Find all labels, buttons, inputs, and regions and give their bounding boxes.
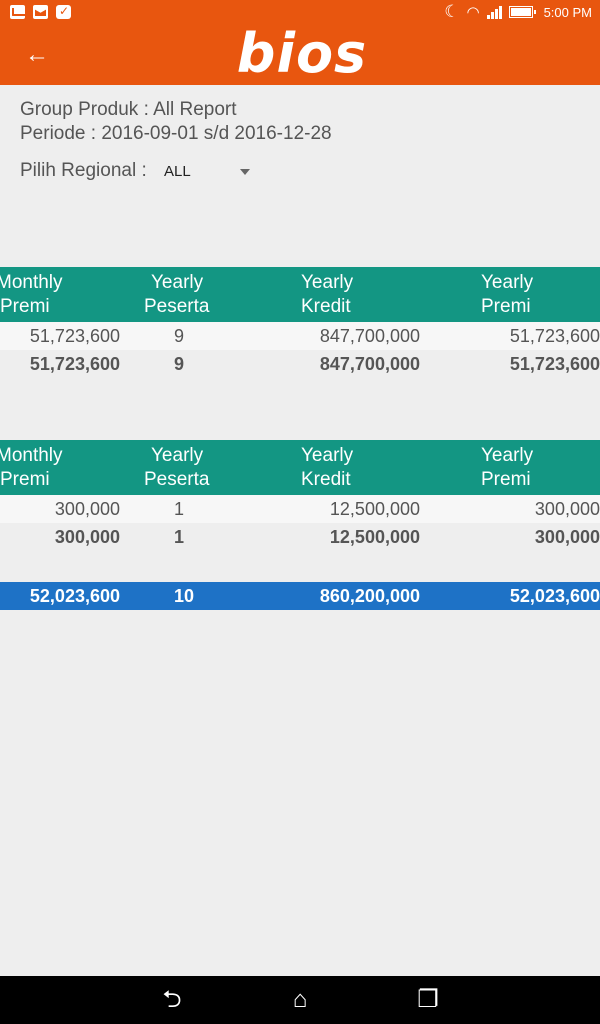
report-table-2: Monthly Premi Yearly Peserta Yearly Kredit … bbox=[0, 440, 600, 495]
gmail-icon bbox=[33, 5, 48, 19]
table-row: 300,000 1 12,500,000 300,000 bbox=[0, 495, 600, 523]
header-yearly-peserta: Yearly Peserta bbox=[144, 272, 210, 317]
subtotal-yearly-premi: 51,723,600 bbox=[509, 354, 600, 374]
moon-icon: ☾ bbox=[444, 2, 460, 21]
status-bar: ☾ ◠ 5:00 PM bbox=[0, 0, 600, 26]
header-yearly-kredit: Yearly Kredit bbox=[301, 445, 354, 490]
arrow-left-icon[interactable]: ← bbox=[25, 41, 49, 68]
subtotal-yearly-kredit: 12,500,000 bbox=[329, 527, 420, 547]
header-yearly-premi: Yearly Premi bbox=[481, 272, 534, 317]
wifi-icon: ◠ bbox=[466, 4, 480, 21]
battery-icon bbox=[508, 6, 536, 18]
subtotal-monthly-premi: 51,723,600 bbox=[29, 354, 120, 374]
subtotal-row: 300,000 1 12,500,000 300,000 bbox=[0, 523, 600, 551]
table-header: Monthly Premi Yearly Peserta Yearly Kredit … bbox=[0, 440, 600, 495]
subtotal-yearly-premi: 300,000 bbox=[534, 527, 600, 547]
regional-label: Pilih Regional : bbox=[20, 160, 147, 181]
cell-yearly-premi: 51,723,600 bbox=[509, 326, 600, 346]
periode-label: Periode : 2016-09-01 s/d 2016-12-28 bbox=[20, 123, 332, 144]
dropdown-caret-icon bbox=[240, 169, 250, 175]
cell-monthly-premi: 51,723,600 bbox=[29, 326, 120, 346]
cell-yearly-kredit: 847,700,000 bbox=[319, 326, 420, 346]
status-time: 5:00 PM bbox=[543, 4, 592, 20]
total-monthly-premi: 52,023,600 bbox=[29, 586, 120, 606]
total-yearly-peserta: 10 bbox=[174, 586, 195, 606]
home-icon[interactable]: ⌂ bbox=[292, 986, 308, 1013]
recent-apps-icon[interactable]: ❐ bbox=[417, 986, 439, 1013]
header-yearly-peserta: Yearly Peserta bbox=[144, 445, 210, 490]
navigation-bar: ⮌ ⌂ ❐ bbox=[0, 976, 600, 1024]
cell-monthly-premi: 300,000 bbox=[54, 499, 120, 519]
total-yearly-kredit: 860,200,000 bbox=[319, 586, 420, 606]
mail-icon bbox=[10, 5, 27, 19]
subtotal-monthly-premi: 300,000 bbox=[54, 527, 120, 547]
regional-select[interactable]: ALL bbox=[164, 160, 256, 184]
subtotal-yearly-peserta: 1 bbox=[174, 527, 185, 547]
subtotal-yearly-kredit: 847,700,000 bbox=[319, 354, 420, 374]
cell-yearly-premi: 300,000 bbox=[534, 499, 600, 519]
group-produk-label: Group Produk : All Report bbox=[20, 99, 237, 120]
cell-yearly-peserta: 1 bbox=[174, 499, 185, 519]
header-monthly-premi: Monthly Premi bbox=[0, 272, 63, 317]
app-bar: ← bios bbox=[0, 26, 600, 85]
bios-logo: bios bbox=[236, 22, 368, 85]
header-yearly-kredit: Yearly Kredit bbox=[301, 272, 354, 317]
regional-select-value: ALL bbox=[164, 163, 191, 180]
signal-icon bbox=[486, 5, 502, 19]
cell-yearly-kredit: 12,500,000 bbox=[329, 499, 420, 519]
shopping-bag-icon bbox=[56, 4, 71, 19]
header-yearly-premi: Yearly Premi bbox=[481, 445, 534, 490]
subtotal-row: 51,723,600 9 847,700,000 51,723,600 bbox=[0, 350, 600, 378]
subtotal-yearly-peserta: 9 bbox=[174, 354, 185, 374]
table-header: Monthly Premi Yearly Peserta Yearly Kredit … bbox=[0, 267, 600, 322]
header-monthly-premi: Monthly Premi bbox=[0, 445, 63, 490]
table-row: 51,723,600 9 847,700,000 51,723,600 bbox=[0, 322, 600, 350]
report-info: Group Produk : All Report Periode : 2016… bbox=[20, 98, 332, 146]
grand-total-row: 52,023,600 10 860,200,000 52,023,600 bbox=[0, 582, 600, 610]
total-yearly-premi: 52,023,600 bbox=[509, 586, 600, 606]
cell-yearly-peserta: 9 bbox=[174, 326, 185, 346]
report-table-1: Monthly Premi Yearly Peserta Yearly Kredit … bbox=[0, 267, 600, 322]
back-icon[interactable]: ⮌ bbox=[162, 986, 182, 1013]
